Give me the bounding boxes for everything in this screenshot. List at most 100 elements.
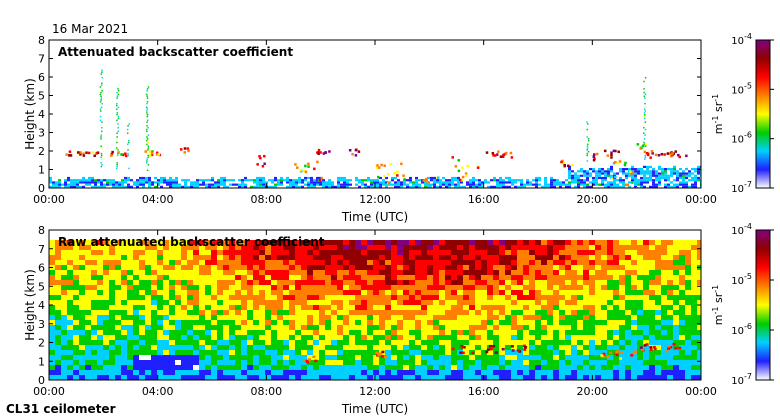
raw-signal-cell: [637, 260, 643, 265]
raw-signal-cell: [397, 365, 403, 370]
signal-cell: [469, 185, 472, 188]
raw-signal-cell: [343, 285, 349, 290]
raw-signal-cell: [271, 265, 277, 270]
raw-signal-cell: [259, 330, 265, 335]
raw-signal-cell: [55, 310, 61, 315]
raw-signal-cell: [643, 320, 649, 325]
raw-signal-cell: [673, 325, 679, 330]
signal-cell: [376, 179, 379, 182]
raw-signal-cell: [127, 345, 133, 350]
raw-signal-cell: [427, 265, 433, 270]
signal-cell: [601, 172, 604, 175]
raw-signal-cell: [277, 355, 283, 360]
raw-signal-cell: [589, 310, 595, 315]
raw-signal-cell: [127, 315, 133, 320]
signal-cell: [385, 181, 388, 184]
raw-signal-cell: [277, 260, 283, 265]
raw-signal-cell: [643, 260, 649, 265]
raw-signal-cell: [631, 355, 637, 360]
signal-cell: [223, 185, 226, 188]
raw-signal-cell: [565, 320, 571, 325]
raw-signal-cell: [523, 355, 529, 360]
signal-cell: [307, 181, 310, 184]
raw-signal-cell: [319, 265, 325, 270]
raw-signal-cell: [667, 240, 673, 245]
signal-cell: [391, 176, 394, 180]
signal-cell: [151, 183, 154, 186]
raw-signal-cell: [391, 330, 397, 335]
raw-signal-cell: [409, 355, 415, 360]
raw-signal-cell: [79, 365, 85, 370]
colorbar-bottom: 10-410-510-610-7 m-1 sr-1: [711, 222, 774, 387]
raw-signal-cell: [289, 355, 295, 360]
cloud-cell: [87, 151, 91, 155]
raw-signal-cell: [73, 275, 79, 280]
signal-cell: [478, 183, 481, 186]
raw-signal-cell: [169, 350, 175, 355]
raw-signal-cell: [529, 355, 535, 360]
signal-cell: [415, 185, 418, 188]
signal-cell: [277, 183, 280, 186]
raw-signal-cell: [307, 285, 313, 290]
raw-signal-cell: [565, 360, 571, 365]
raw-signal-cell: [655, 350, 661, 355]
cloud-cell: [476, 166, 480, 169]
raw-signal-cell: [295, 335, 301, 340]
raw-signal-cell: [595, 255, 601, 260]
raw-signal-cell: [115, 255, 121, 260]
raw-signal-cell: [559, 305, 565, 310]
signal-cell: [142, 179, 145, 182]
raw-signal-cell: [85, 365, 91, 370]
raw-signal-cell: [571, 375, 577, 380]
streak-cell: [586, 128, 589, 131]
signal-cell: [328, 179, 331, 182]
raw-signal-cell: [181, 280, 187, 285]
x-tick-label: 16:00: [468, 193, 500, 206]
raw-signal-cell: [199, 335, 205, 340]
raw-signal-cell: [379, 360, 385, 365]
signal-cell: [574, 174, 577, 177]
signal-cell: [361, 179, 364, 182]
raw-signal-cell: [571, 290, 577, 295]
streak-cell: [117, 117, 120, 120]
raw-signal-cell: [451, 255, 457, 260]
raw-signal-cell: [301, 350, 307, 355]
raw-signal-cell: [385, 365, 391, 370]
raw-signal-cell: [631, 375, 637, 380]
raw-signal-cell: [61, 260, 67, 265]
raw-signal-cell: [61, 325, 67, 330]
cloud-cell: [563, 164, 566, 168]
raw-signal-cell: [193, 330, 199, 335]
signal-cell: [433, 176, 436, 180]
raw-signal-cell: [553, 360, 559, 365]
raw-signal-cell: [547, 335, 553, 340]
signal-cell: [640, 179, 643, 182]
raw-signal-cell: [385, 350, 391, 355]
raw-signal-cell: [583, 285, 589, 290]
raw-signal-cell: [499, 280, 505, 285]
raw-signal-cell: [679, 255, 685, 260]
raw-signal-cell: [91, 305, 97, 310]
raw-signal-cell: [385, 280, 391, 285]
raw-signal-cell: [601, 370, 607, 375]
raw-signal-cell: [319, 335, 325, 340]
raw-signal-cell: [145, 270, 151, 275]
streak-cell: [126, 132, 129, 134]
raw-signal-cell: [253, 355, 259, 360]
raw-signal-cell: [487, 270, 493, 275]
raw-signal-cell: [187, 280, 193, 285]
raw-signal-cell: [631, 290, 637, 295]
signal-cell: [340, 183, 343, 186]
raw-signal-cell: [511, 305, 517, 310]
raw-signal-cell: [643, 290, 649, 295]
streak-cell: [147, 126, 149, 129]
signal-cell: [517, 179, 520, 182]
raw-signal-cell: [577, 355, 583, 360]
raw-signal-cell: [217, 270, 223, 275]
signal-cell: [403, 183, 406, 186]
raw-signal-cell: [691, 275, 697, 280]
raw-signal-cell: [49, 260, 55, 265]
raw-signal-cell: [181, 370, 187, 375]
raw-signal-cell: [235, 355, 241, 360]
raw-signal-cell: [133, 275, 139, 280]
